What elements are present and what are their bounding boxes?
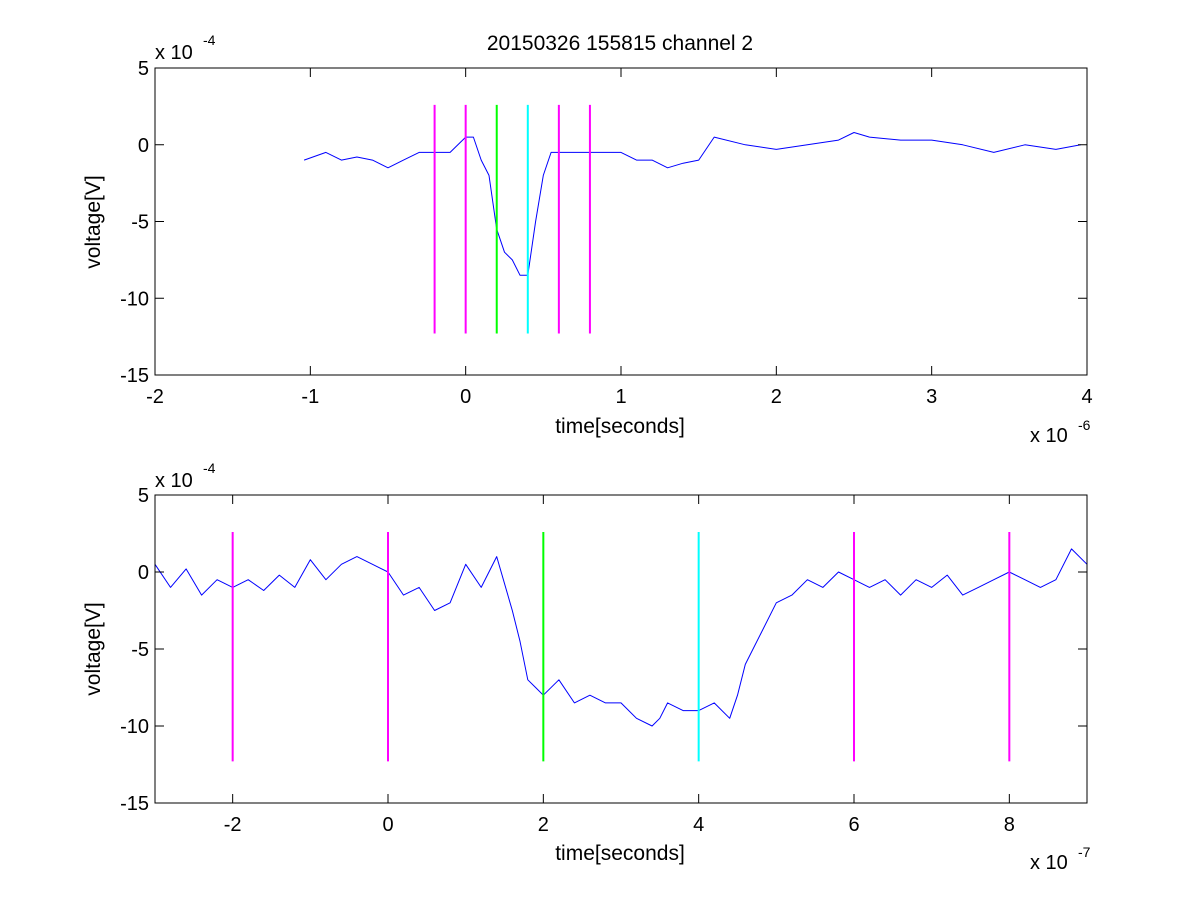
- bottom-y-exponent-base: x 10: [155, 470, 193, 492]
- top-y-tick-label: -15: [120, 365, 149, 387]
- bottom-y-exponent-power: -4: [203, 460, 216, 476]
- top-ticks: -2 -1 0 1 2 3 450-5-10-15: [120, 58, 1092, 408]
- top-x-tick-label: 2: [771, 386, 782, 408]
- top-x-axis-label: time[seconds]: [555, 415, 685, 438]
- top-y-exponent-power: -4: [203, 32, 216, 48]
- top-axes-frame: [154, 67, 1088, 376]
- top-y-axis-label: voltage[V]: [82, 175, 105, 268]
- bottom-ticks: -2 0 2 4 6 8 5 0 -5 -10 -15: [120, 485, 1087, 836]
- top-x-tick-label: 0: [460, 386, 471, 408]
- bottom-x-tick-label: 0: [382, 814, 393, 836]
- bottom-x-exponent-base: x 10: [1030, 852, 1068, 874]
- bottom-x-tick-label: 8: [1004, 814, 1015, 836]
- bottom-x-tick-label: 6: [848, 814, 859, 836]
- bottom-y-axis-label: voltage[V]: [82, 602, 105, 695]
- bottom-x-tick-label: -2: [224, 814, 242, 836]
- top-y-exponent-base: x 10: [155, 42, 193, 64]
- top-marks: [303, 104, 1081, 334]
- bottom-x-tick-label: 2: [538, 814, 549, 836]
- top-signal-series-0: [303, 132, 1081, 276]
- top-x-tick-label: 4: [1081, 386, 1092, 408]
- top-y-tick-label: -5: [131, 212, 149, 234]
- bottom-y-tick-label: 5: [138, 485, 149, 507]
- top-y-tick-label: 5: [138, 58, 149, 80]
- bottom-signal-series-0: [154, 548, 1088, 727]
- bottom-x-exponent-power: -7: [1078, 844, 1091, 860]
- bottom-y-tick-label: -5: [131, 639, 149, 661]
- axes-top: -2 -1 0 1 2 3 450-5-10-15 time[seconds] voltag…: [82, 32, 1093, 447]
- bottom-axes-frame: [154, 494, 1088, 804]
- top-x-tick-label: -2: [146, 386, 164, 408]
- bottom-marks: [154, 531, 1088, 762]
- chart-title: 20150326 155815 channel 2: [487, 32, 753, 55]
- bottom-y-tick-label: 0: [138, 562, 149, 584]
- top-x-exponent-power: -6: [1078, 417, 1091, 433]
- top-x-tick-label: 1: [615, 386, 626, 408]
- bottom-x-tick-label: 4: [693, 814, 704, 836]
- bottom-x-axis-label: time[seconds]: [555, 842, 685, 865]
- bottom-y-tick-label: -10: [120, 716, 149, 738]
- top-y-tick-label: -10: [120, 288, 149, 310]
- axes-bottom: -2 0 2 4 6 8 5 0 -5 -10 -15 time[seconds] voltage[…: [82, 460, 1091, 874]
- top-x-tick-label: -1: [301, 386, 319, 408]
- top-y-tick-label: 0: [138, 135, 149, 157]
- bottom-y-tick-label: -15: [120, 793, 149, 815]
- top-x-tick-label: 3: [926, 386, 937, 408]
- top-x-exponent-base: x 10: [1030, 425, 1068, 447]
